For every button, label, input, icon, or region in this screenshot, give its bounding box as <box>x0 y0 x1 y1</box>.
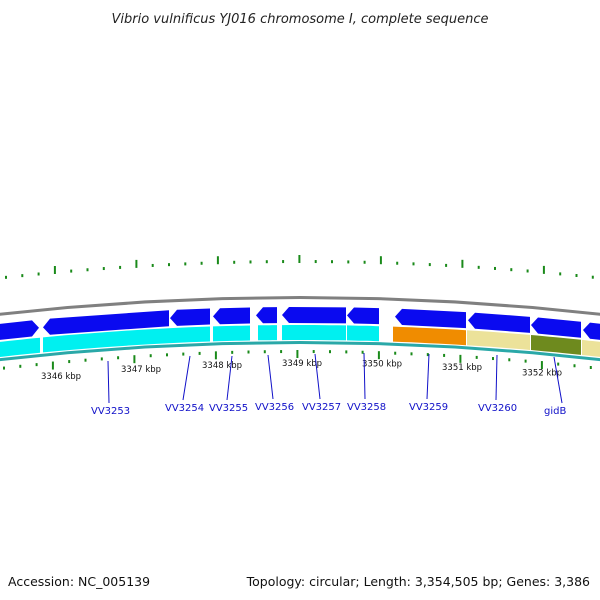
gene-leader-line <box>553 356 563 404</box>
cds-arrow <box>468 312 530 333</box>
scale-label-3346: 3346 kbp <box>41 372 81 382</box>
gene-label-vv3254[interactable]: VV3254 <box>165 403 204 414</box>
gene-label-vv3257[interactable]: VV3257 <box>302 402 341 413</box>
feature-block <box>531 335 581 355</box>
map-title: Vibrio vulnificus YJ016 chromosome I, co… <box>111 12 488 27</box>
scale-label-3347: 3347 kbp <box>121 365 161 375</box>
feature-track <box>0 325 600 362</box>
gc-skew-track <box>5 255 594 279</box>
gene-leader-line <box>182 355 191 401</box>
cds-arrow <box>43 310 169 335</box>
feature-block <box>347 325 379 342</box>
topology-text: Topology: circular; Length: 3,354,505 bp… <box>246 574 590 589</box>
cds-arrow <box>170 308 210 326</box>
scale-labels: 3346 kbp 3347 kbp 3348 kbp 3349 kbp 3350… <box>41 359 562 382</box>
gene-label-lines <box>107 352 563 404</box>
feature-block <box>43 326 210 353</box>
feature-block <box>582 339 600 357</box>
feature-block <box>213 325 250 342</box>
feature-block <box>282 325 346 341</box>
cds-arrow <box>347 307 379 325</box>
gene-label-gidb[interactable]: gidB <box>544 406 566 417</box>
gene-leader-line <box>107 360 110 404</box>
gene-leader-line <box>426 353 430 400</box>
feature-block <box>393 326 466 346</box>
scale-label-3348: 3348 kbp <box>202 361 242 371</box>
gene-labels: VV3253 VV3254 VV3255 VV3256 VV3257 VV325… <box>91 402 566 417</box>
feature-block <box>0 337 40 357</box>
accession-text: Accession: NC_005139 <box>8 574 150 589</box>
feature-block <box>258 325 277 341</box>
cds-arrow <box>256 307 277 324</box>
gene-label-vv3259[interactable]: VV3259 <box>409 402 448 413</box>
cds-arrow <box>282 307 346 324</box>
scale-label-3351: 3351 kbp <box>442 363 482 373</box>
cds-arrow <box>531 317 581 338</box>
scale-label-3350: 3350 kbp <box>362 360 402 370</box>
gene-leader-line <box>226 355 233 401</box>
gene-label-vv3253[interactable]: VV3253 <box>91 406 130 417</box>
scale-label-3352: 3352 kbp <box>522 368 562 378</box>
forward-cds-track <box>0 307 600 340</box>
scale-ticks <box>3 350 592 370</box>
gene-label-vv3258[interactable]: VV3258 <box>347 402 386 413</box>
gene-leader-line <box>267 354 274 400</box>
cds-arrow <box>395 308 466 329</box>
gene-leader-line <box>314 353 321 400</box>
gene-leader-line <box>495 354 498 401</box>
scale-label-3349: 3349 kbp <box>282 359 322 369</box>
feature-block <box>467 330 530 350</box>
cds-arrow <box>583 322 600 340</box>
gene-label-vv3260[interactable]: VV3260 <box>478 403 517 414</box>
gene-label-vv3256[interactable]: VV3256 <box>255 402 294 413</box>
feature-track-baseline <box>0 341 600 362</box>
cds-arrow <box>213 307 250 325</box>
gene-label-vv3255[interactable]: VV3255 <box>209 403 248 414</box>
cds-arrow <box>0 320 39 340</box>
backbone-arc <box>0 296 600 316</box>
chromosome-backbone <box>0 296 600 316</box>
gene-leader-line <box>363 352 366 400</box>
